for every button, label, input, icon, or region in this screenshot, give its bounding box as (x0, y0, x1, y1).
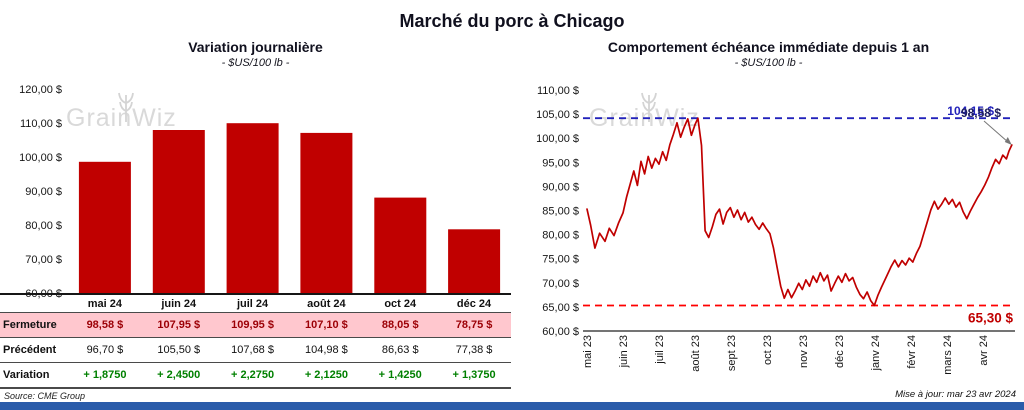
previous-value-6: 77,38 $ (455, 344, 493, 356)
grainwiz-watermark: GrainWiz (589, 92, 700, 133)
bar-y-tick-120: 120,00 $ (19, 84, 62, 96)
daily-variation-panel: Variation journalière - $US/100 lb - Gra… (0, 0, 511, 402)
variation-value-3: + 2,2750 (231, 369, 275, 381)
x-tick-avr 24: avr 24 (978, 335, 990, 366)
front-month-panel: Comportement échéance immédiate depuis 1… (513, 0, 1024, 402)
table-row-variation: Variation + 1,8750 + 2,4500 + 2,2750 + 2,125… (0, 363, 511, 389)
price-table: mai 24 juin 24 juil 24 août 24 oct 24 déc 24 F… (0, 293, 511, 389)
x-tick-nov 23: nov 23 (798, 335, 810, 368)
line-chart-title: Comportement échéance immédiate depuis 1… (607, 39, 930, 55)
x-tick-août 23: août 23 (690, 335, 702, 372)
source-note: Source: CME Group (4, 391, 86, 401)
column-header-3: juil 24 (236, 297, 269, 310)
bar-y-tick-90: 90,00 $ (25, 186, 62, 198)
table-row-previous: Précédent 96,70 $ 105,50 $ 107,68 $ 104,98 $… (0, 338, 511, 363)
row-label-variation: Variation (3, 369, 50, 381)
closing-value-2: 107,95 $ (157, 319, 201, 331)
previous-value-5: 86,63 $ (381, 344, 419, 356)
bar-juin 24 (152, 130, 205, 293)
row-label-closing: Fermeture (3, 319, 57, 331)
line-y-tick-80: 80,00 $ (542, 230, 579, 242)
previous-value-1: 96,70 $ (86, 344, 124, 356)
variation-value-2: + 2,4500 (157, 369, 201, 381)
x-tick-janv 24: janv 24 (870, 335, 882, 371)
closing-value-5: 88,05 $ (381, 319, 419, 331)
high-value-label: 104,15 $ (947, 104, 994, 118)
bar-oct 24 (374, 197, 427, 293)
line-y-tick-75: 75,00 $ (542, 254, 579, 266)
column-header-4: août 24 (307, 297, 346, 310)
x-tick-déc 23: déc 23 (834, 335, 846, 368)
closing-value-3: 109,95 $ (231, 319, 274, 331)
variation-value-1: + 1,8750 (83, 369, 127, 381)
table-header-row: mai 24 juin 24 juil 24 août 24 oct 24 déc 24 (0, 293, 511, 313)
x-tick-mai 23: mai 23 (582, 335, 594, 368)
line-y-tick-70: 70,00 $ (542, 278, 579, 290)
previous-value-2: 105,50 $ (157, 344, 201, 356)
bar-y-tick-70: 70,00 $ (25, 254, 62, 266)
previous-value-3: 107,68 $ (231, 344, 274, 356)
line-y-tick-85: 85,00 $ (542, 206, 579, 218)
x-tick-févr 24: févr 24 (906, 335, 918, 369)
x-tick-juil 23: juil 23 (654, 335, 666, 365)
line-y-tick-65: 65,00 $ (542, 302, 579, 314)
line-y-tick-105: 105,00 $ (536, 109, 579, 121)
bar-y-tick-110: 110,00 $ (20, 118, 62, 130)
line-y-tick-100: 100,00 $ (536, 133, 579, 145)
annotation-arrow (983, 120, 1008, 142)
update-note: Mise à jour: mar 23 avr 2024 (895, 389, 1016, 400)
watermark-text: GrainWiz (66, 104, 177, 132)
line-y-tick-60: 60,00 $ (542, 326, 579, 338)
low-value-label: 65,30 $ (968, 311, 1014, 326)
x-tick-mars 24: mars 24 (942, 335, 954, 375)
column-header-2: juin 24 (161, 297, 197, 310)
x-tick-oct 23: oct 23 (762, 335, 774, 365)
previous-value-4: 104,98 $ (304, 344, 348, 356)
closing-value-4: 107,10 $ (304, 319, 348, 331)
bar-déc 24 (448, 229, 501, 294)
x-tick-sept 23: sept 23 (726, 335, 738, 371)
bar-y-tick-100: 100,00 $ (19, 152, 62, 164)
bar-y-tick-80: 80,00 $ (25, 220, 62, 232)
line-y-tick-110: 110,00 $ (537, 85, 579, 97)
variation-value-5: + 1,4250 (378, 369, 422, 381)
variation-value-6: + 1,3750 (452, 369, 496, 381)
wheat-sprig-icon (641, 92, 657, 122)
row-label-previous: Précédent (3, 344, 57, 356)
bar-mai 24 (78, 161, 131, 293)
x-tick-juin 23: juin 23 (618, 335, 630, 368)
column-header-6: déc 24 (456, 297, 492, 310)
bottom-accent-bar (0, 402, 1024, 410)
front-month-price-line (586, 117, 1013, 307)
closing-value-1: 98,58 $ (86, 319, 124, 331)
line-chart-subtitle: - $US/100 lb - (734, 57, 803, 69)
variation-value-4: + 2,1250 (304, 369, 348, 381)
grainwiz-watermark: GrainWiz (66, 92, 177, 133)
wheat-sprig-icon (118, 92, 134, 122)
annotation-arrowhead (1004, 137, 1012, 145)
line-y-tick-95: 95,00 $ (542, 157, 579, 169)
last-value-label: 98,58 $ (961, 106, 1001, 120)
bar-chart-title: Variation journalière (188, 39, 323, 55)
line-y-tick-90: 90,00 $ (542, 181, 579, 193)
bar-chart-subtitle: - $US/100 lb - (221, 57, 290, 69)
bar-août 24 (300, 132, 353, 293)
page-title: Marché du porc à Chicago (399, 11, 625, 31)
closing-value-6: 78,75 $ (455, 319, 493, 331)
column-header-5: oct 24 (384, 297, 417, 310)
column-header-1: mai 24 (87, 297, 123, 310)
table-row-closing: Fermeture 98,58 $ 107,95 $ 109,95 $ 107,10 $… (0, 313, 511, 338)
bar-juil 24 (226, 123, 279, 293)
